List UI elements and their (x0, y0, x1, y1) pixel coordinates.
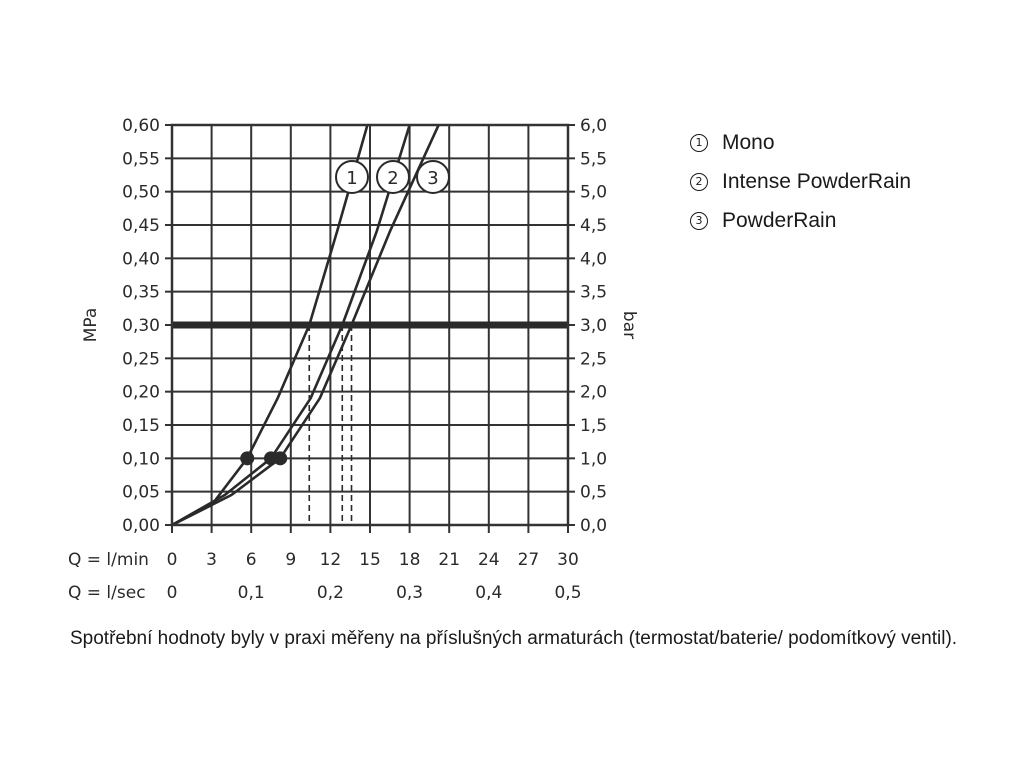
legend-label-intense-powderrain: Intense PowderRain (722, 169, 912, 193)
y-axis-label-left: MPa (81, 308, 101, 343)
y-tick-label-left: 0,20 (122, 383, 160, 403)
x-axis-label-lmin: Q = l/min (68, 550, 149, 570)
x-tick-label-lsec: 0,4 (475, 583, 502, 603)
legend-marker-3: 3 (690, 211, 708, 230)
legend-item-powderrain: 3 PowderRain (690, 201, 911, 240)
x-tick-label-lsec: 0 (167, 583, 178, 603)
x-tick-label-lmin: 9 (285, 550, 296, 570)
rated-point-3 (273, 451, 288, 466)
chart-legend: 1 Mono 2 Intense PowderRain 3 PowderRain (690, 123, 911, 240)
y-tick-label-right: 2,0 (580, 383, 607, 403)
legend-item-intense-powderrain: 2 Intense PowderRain (690, 162, 911, 201)
y-tick-label-right: 1,0 (580, 449, 607, 469)
x-tick-label-lmin: 0 (167, 550, 178, 570)
legend-item-mono: 1 Mono (690, 123, 911, 162)
reference-lines (172, 321, 568, 525)
x-tick-label-lmin: 27 (518, 550, 540, 570)
x-tick-label-lsec: 0,3 (396, 583, 423, 603)
series-marker-label-1: 1 (346, 168, 357, 189)
y-tick-label-right: 4,5 (580, 216, 607, 236)
y-tick-label-left: 0,15 (122, 416, 160, 436)
x-tick-label-lmin: 12 (320, 550, 342, 570)
y-tick-label-left: 0,35 (122, 283, 160, 303)
y-tick-label-left: 0,05 (122, 483, 160, 503)
y-tick-label-right: 0,5 (580, 483, 607, 503)
chart-axes: 0,00 0,00,05 0,50,10 1,00,15 1,50,20 2,00,25 2… (122, 116, 607, 603)
x-tick-label-lmin: 24 (478, 550, 500, 570)
legend-label-powderrain: PowderRain (722, 208, 837, 232)
y-tick-label-right: 3,0 (580, 316, 607, 336)
y-tick-label-right: 3,5 (580, 283, 607, 303)
y-tick-label-left: 0,30 (122, 316, 160, 336)
y-tick-label-right: 0,0 (580, 516, 607, 536)
rated-point-1 (240, 451, 255, 466)
legend-label-mono: Mono (722, 130, 775, 154)
legend-marker-1: 1 (690, 133, 708, 152)
series-marker-label-3: 3 (427, 168, 438, 189)
y-tick-label-left: 0,10 (122, 449, 160, 469)
y-tick-label-right: 5,0 (580, 183, 607, 203)
chart-caption: Spotřební hodnoty byly v praxi měřeny na… (70, 628, 958, 649)
y-tick-label-left: 0,60 (122, 116, 160, 136)
series-marker-circle-1 (335, 160, 369, 194)
x-tick-label-lmin: 3 (206, 550, 217, 570)
y-tick-label-left: 0,50 (122, 183, 160, 203)
y-tick-label-right: 1,5 (580, 416, 607, 436)
x-tick-label-lmin: 6 (246, 550, 257, 570)
x-axis-label-lsec: Q = l/sec (68, 583, 146, 603)
x-tick-label-lmin: 15 (359, 550, 381, 570)
y-tick-label-left: 0,45 (122, 216, 160, 236)
y-axis-label-right: bar (619, 311, 639, 339)
legend-marker-2: 2 (690, 172, 708, 191)
series-marker-circle-3 (416, 160, 450, 194)
series-line-3 (171, 124, 440, 527)
series-curves: 1 2 3 (171, 124, 450, 527)
x-tick-label-lmin: 18 (399, 550, 421, 570)
series-line-2 (171, 124, 411, 527)
y-tick-label-right: 4,0 (580, 249, 607, 269)
x-tick-label-lsec: 0,5 (554, 583, 581, 603)
y-tick-label-right: 2,5 (580, 349, 607, 369)
x-tick-label-lmin: 30 (557, 550, 579, 570)
x-tick-label-lmin: 21 (438, 550, 460, 570)
series-marker-label-2: 2 (387, 168, 398, 189)
plot-frame (170, 123, 570, 527)
y-tick-label-right: 5,5 (580, 149, 607, 169)
series-marker-circle-2 (376, 160, 410, 194)
y-tick-label-left: 0,00 (122, 516, 160, 536)
x-tick-label-lsec: 0,1 (238, 583, 265, 603)
y-tick-label-right: 6,0 (580, 116, 607, 136)
y-tick-label-left: 0,25 (122, 349, 160, 369)
x-tick-label-lsec: 0,2 (317, 583, 344, 603)
y-tick-label-left: 0,40 (122, 249, 160, 269)
y-tick-label-left: 0,55 (122, 149, 160, 169)
